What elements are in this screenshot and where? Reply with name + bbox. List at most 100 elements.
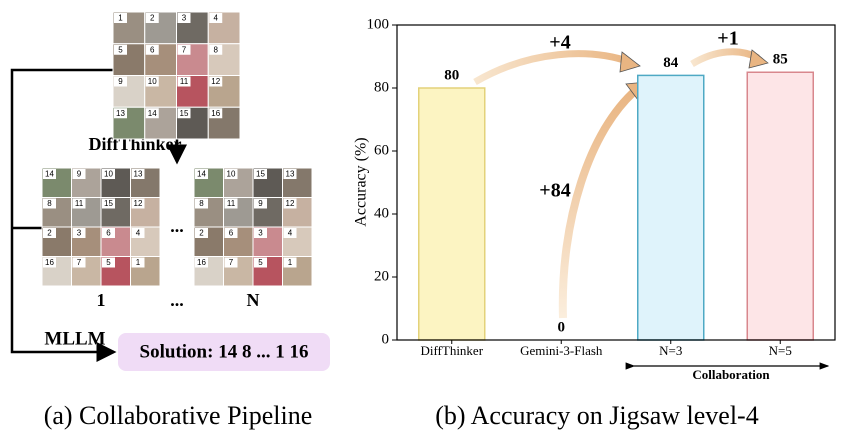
tile-number: 6 <box>150 45 155 54</box>
tile-number: 13 <box>286 170 295 179</box>
tile-number: 7 <box>229 258 234 267</box>
tile-number: 8 <box>214 45 219 54</box>
y-tick-label: 40 <box>374 205 389 221</box>
tile-number: 9 <box>118 77 123 86</box>
gain-arrows <box>473 48 830 370</box>
output-label: 1 <box>97 290 106 310</box>
tile-tag <box>224 228 238 238</box>
tile-tag <box>195 228 208 238</box>
tile-number: 1 <box>136 258 141 267</box>
output-label: N <box>247 290 260 310</box>
tile-number: 1 <box>288 258 293 267</box>
ellipsis: ... <box>170 216 184 236</box>
value-label: 85 <box>773 52 788 68</box>
tile <box>112 43 146 76</box>
tile-tag <box>254 228 267 238</box>
caption: (b) Accuracy on Jigsaw level-4 <box>435 401 758 430</box>
tile-tag <box>224 257 238 268</box>
tile-tag <box>102 228 115 238</box>
tile-tag <box>224 198 238 209</box>
tile-tag <box>177 76 191 87</box>
tile-number: 3 <box>182 14 187 23</box>
tile-tag <box>177 44 191 55</box>
tile-tag <box>283 228 297 238</box>
x-tick-label: Gemini-3-Flash <box>520 343 603 358</box>
connectors <box>10 68 187 362</box>
plot-frame <box>396 24 836 341</box>
y-axis-label: Accuracy (%) <box>353 137 370 226</box>
tile-tag <box>283 169 297 179</box>
tile-number: 6 <box>229 229 234 238</box>
y-tick-label: 60 <box>374 142 389 158</box>
x-tick-label: N=3 <box>659 343 682 358</box>
y-tick-label: 0 <box>382 331 390 347</box>
tile-number: 9 <box>77 170 82 179</box>
tile-tag <box>254 169 267 179</box>
tile-tag <box>43 198 56 209</box>
tile-tag <box>177 13 191 23</box>
tile-number: 10 <box>227 170 236 179</box>
bar <box>418 87 486 341</box>
tile-number: 10 <box>104 170 113 179</box>
tile-number: 13 <box>134 170 143 179</box>
tile-number: 3 <box>77 229 82 238</box>
tile-number: 6 <box>106 229 111 238</box>
tile-tag <box>209 76 223 87</box>
solution: Solution: 14 8 ... 1 16 <box>140 341 309 362</box>
tile-tag <box>177 108 191 119</box>
tile-tag <box>131 257 145 268</box>
tile-tag <box>131 198 145 209</box>
tile-number: 2 <box>199 229 204 238</box>
tile-number: 12 <box>134 199 143 208</box>
tile-tag <box>43 257 56 268</box>
ellipsis-label: ... <box>170 290 184 310</box>
tile-tag <box>102 257 115 268</box>
tile-number: 11 <box>180 77 189 86</box>
tile-number: 13 <box>116 109 125 118</box>
tile-number: 11 <box>227 199 236 208</box>
solution-box <box>118 333 330 371</box>
tile-number: 2 <box>47 229 52 238</box>
y-tick-label: 80 <box>374 79 389 95</box>
annotation: +4 <box>549 32 570 54</box>
tile-tag <box>145 76 159 87</box>
tile-tag <box>145 44 159 55</box>
tile-number: 7 <box>182 45 187 54</box>
tile-number: 14 <box>197 170 206 179</box>
value-label: 80 <box>444 67 459 83</box>
tile-number: 16 <box>197 258 206 267</box>
value-label: 84 <box>663 55 679 71</box>
tile-tag <box>209 108 223 119</box>
tile-number: 8 <box>199 199 204 208</box>
x-tick-label: DiffThinker <box>420 343 483 358</box>
tile-tag <box>114 44 127 55</box>
tile-tag <box>114 76 127 87</box>
caption: (a) Collaborative Pipeline <box>44 401 313 430</box>
tile-tag <box>145 13 159 23</box>
tile-tag <box>114 13 127 23</box>
tile-number: 15 <box>104 199 113 208</box>
tile-number: 3 <box>258 229 263 238</box>
judge-label: MLLM <box>44 328 105 349</box>
tile-number: 10 <box>148 77 157 86</box>
tile-number: 12 <box>286 199 295 208</box>
tile-tag <box>283 198 297 209</box>
tile-number: 16 <box>45 258 54 267</box>
tile-tag <box>209 44 223 55</box>
x-tick-label: N=5 <box>769 343 792 358</box>
bar <box>746 71 814 341</box>
tile-number: 15 <box>180 109 189 118</box>
tile-tag <box>114 108 127 119</box>
tile-tag <box>72 257 86 268</box>
tile-tag <box>43 228 56 238</box>
tile-number: 9 <box>258 199 263 208</box>
tile-tag <box>209 13 223 23</box>
y-tick-label: 100 <box>367 16 390 32</box>
tile-number: 5 <box>118 45 123 54</box>
tile-tag <box>131 228 145 238</box>
tile-tag <box>72 228 86 238</box>
tile-tag <box>102 198 115 209</box>
tile-tag <box>72 169 86 179</box>
bar <box>637 74 705 341</box>
